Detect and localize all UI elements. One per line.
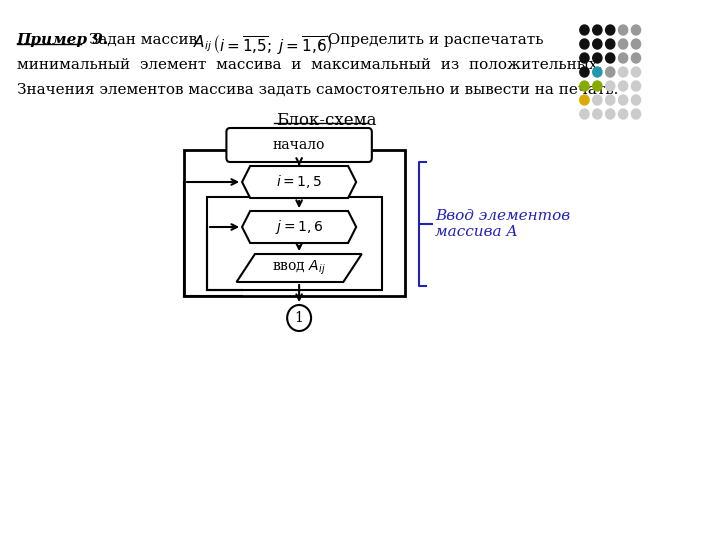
- Circle shape: [606, 95, 615, 105]
- Circle shape: [618, 81, 628, 91]
- Circle shape: [618, 95, 628, 105]
- Text: $\left(i=\overline{1{,}5};\;j=\overline{1{,}6}\right)$: $\left(i=\overline{1{,}5};\;j=\overline{…: [212, 33, 333, 56]
- Circle shape: [631, 53, 641, 63]
- Circle shape: [580, 95, 589, 105]
- Circle shape: [593, 25, 602, 35]
- Circle shape: [606, 67, 615, 77]
- Circle shape: [631, 39, 641, 49]
- Circle shape: [287, 305, 311, 331]
- Text: $i = 1,5$: $i = 1,5$: [276, 173, 323, 191]
- Circle shape: [593, 53, 602, 63]
- Circle shape: [580, 39, 589, 49]
- Circle shape: [618, 109, 628, 119]
- Circle shape: [618, 25, 628, 35]
- Circle shape: [618, 67, 628, 77]
- Circle shape: [593, 81, 602, 91]
- Circle shape: [606, 109, 615, 119]
- FancyBboxPatch shape: [226, 128, 372, 162]
- Polygon shape: [242, 166, 356, 198]
- Circle shape: [593, 109, 602, 119]
- Circle shape: [580, 81, 589, 91]
- Circle shape: [580, 25, 589, 35]
- Circle shape: [631, 81, 641, 91]
- Circle shape: [593, 39, 602, 49]
- Text: $A_{ij}$: $A_{ij}$: [193, 33, 212, 53]
- Text: начало: начало: [273, 138, 325, 152]
- Circle shape: [606, 25, 615, 35]
- Circle shape: [606, 39, 615, 49]
- Text: Значения элементов массива задать самостоятельно и вывести на печать.: Значения элементов массива задать самост…: [17, 83, 618, 97]
- Text: Задан массив: Задан массив: [84, 33, 197, 47]
- Circle shape: [618, 39, 628, 49]
- Circle shape: [631, 109, 641, 119]
- Text: $j = 1,6$: $j = 1,6$: [275, 218, 323, 236]
- Text: 1: 1: [294, 311, 304, 325]
- Circle shape: [631, 67, 641, 77]
- Text: Блок-схема: Блок-схема: [276, 112, 377, 129]
- Circle shape: [631, 25, 641, 35]
- Circle shape: [631, 95, 641, 105]
- Circle shape: [580, 109, 589, 119]
- Circle shape: [606, 53, 615, 63]
- Circle shape: [580, 53, 589, 63]
- Polygon shape: [237, 254, 361, 282]
- Text: Пример 9.: Пример 9.: [17, 33, 109, 47]
- Text: ввод $A_{ij}$: ввод $A_{ij}$: [272, 259, 326, 277]
- Circle shape: [580, 67, 589, 77]
- Text: . Определить и распечатать: . Определить и распечатать: [318, 33, 543, 47]
- Circle shape: [606, 81, 615, 91]
- Circle shape: [618, 53, 628, 63]
- Text: Ввод элементов
массива A: Ввод элементов массива A: [436, 209, 570, 239]
- Text: минимальный  элемент  массива  и  максимальный  из  положительных.: минимальный элемент массива и максимальн…: [17, 58, 602, 72]
- Polygon shape: [242, 211, 356, 243]
- Circle shape: [593, 67, 602, 77]
- Circle shape: [593, 95, 602, 105]
